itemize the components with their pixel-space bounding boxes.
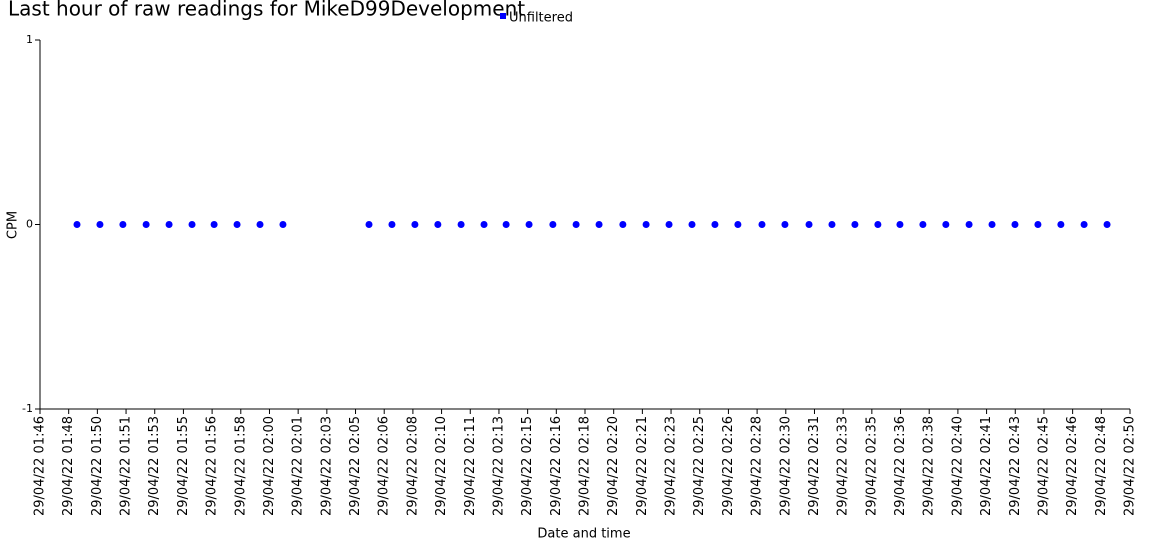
point — [411, 221, 419, 228]
x-tick-label: 29/04/22 02:33 — [836, 416, 851, 516]
point — [502, 221, 510, 228]
point — [434, 221, 442, 228]
point — [896, 221, 904, 228]
x-tick-label: 29/04/22 02:43 — [1008, 416, 1023, 516]
x-tick-label: 29/04/22 02:38 — [922, 416, 937, 516]
point — [828, 221, 836, 228]
point — [619, 221, 627, 228]
point — [525, 221, 533, 228]
x-tick-label: 29/04/22 01:53 — [147, 416, 162, 516]
point — [1057, 221, 1065, 228]
x-tick-label: 29/04/22 02:25 — [692, 416, 707, 516]
point — [210, 221, 218, 228]
x-tick-label: 29/04/22 01:48 — [61, 416, 76, 516]
point — [233, 221, 241, 228]
point — [142, 221, 150, 228]
x-tick-label: 29/04/22 02:36 — [893, 416, 908, 516]
x-tick-label: 29/04/22 02:20 — [606, 416, 621, 516]
x-tick-label: 29/04/22 02:01 — [291, 416, 306, 516]
point — [805, 221, 813, 228]
x-tick-label: 29/04/22 01:50 — [90, 416, 105, 516]
x-tick-label: 29/04/22 02:26 — [721, 416, 736, 516]
point — [457, 221, 465, 228]
point — [874, 221, 882, 228]
point — [919, 221, 927, 228]
x-tick-label: 29/04/22 01:58 — [233, 416, 248, 516]
point — [279, 221, 287, 228]
y-tick-label: -1 — [22, 402, 33, 415]
x-tick-label: 29/04/22 02:30 — [778, 416, 793, 516]
x-tick-label: 29/04/22 02:48 — [1094, 416, 1109, 516]
x-tick-label: 29/04/22 02:10 — [434, 416, 449, 516]
x-tick-label: 29/04/22 02:46 — [1065, 416, 1080, 516]
point — [165, 221, 173, 228]
x-tick-label: 29/04/22 02:50 — [1123, 416, 1138, 516]
point — [642, 221, 650, 228]
x-tick-label: 29/04/22 02:28 — [750, 416, 765, 516]
legend-label: Unfiltered — [509, 11, 573, 26]
x-tick-label: 29/04/22 02:23 — [664, 416, 679, 516]
point — [549, 221, 557, 228]
x-tick-label: 29/04/22 02:21 — [635, 416, 650, 516]
point — [96, 221, 104, 228]
y-axis-label: CPM — [6, 211, 21, 239]
point — [965, 221, 973, 228]
y-tick-label: 1 — [26, 33, 33, 46]
point — [781, 221, 789, 228]
x-tick-label: 29/04/22 01:46 — [33, 416, 48, 516]
point — [188, 221, 196, 228]
x-tick-label: 29/04/22 02:16 — [549, 416, 564, 516]
x-tick-label: 29/04/22 02:31 — [807, 416, 822, 516]
point — [73, 221, 81, 228]
point — [711, 221, 719, 228]
point — [365, 221, 373, 228]
x-tick-label: 29/04/22 02:08 — [405, 416, 420, 516]
x-tick-label: 29/04/22 02:00 — [262, 416, 277, 516]
x-tick-label: 29/04/22 01:55 — [176, 416, 191, 516]
point — [480, 221, 488, 228]
point — [595, 221, 603, 228]
x-tick-label: 29/04/22 02:06 — [377, 416, 392, 516]
x-axis-label: Date and time — [537, 527, 630, 542]
x-tick-label: 29/04/22 02:15 — [520, 416, 535, 516]
x-tick-label: 29/04/22 02:45 — [1036, 416, 1051, 516]
x-tick-label: 29/04/22 01:51 — [119, 416, 134, 516]
point — [734, 221, 742, 228]
point — [665, 221, 673, 228]
point — [1034, 221, 1042, 228]
point — [1080, 221, 1088, 228]
x-tick-label: 29/04/22 02:35 — [864, 416, 879, 516]
point — [572, 221, 580, 228]
point — [758, 221, 766, 228]
x-tick-label: 29/04/22 02:03 — [319, 416, 334, 516]
point — [988, 221, 996, 228]
legend-swatch — [500, 13, 506, 19]
point — [256, 221, 264, 228]
point — [119, 221, 127, 228]
x-tick-label: 29/04/22 02:13 — [491, 416, 506, 516]
x-tick-label: 29/04/22 02:11 — [463, 416, 478, 516]
point — [388, 221, 396, 228]
x-tick-label: 29/04/22 02:40 — [950, 416, 965, 516]
x-tick-label: 29/04/22 01:56 — [205, 416, 220, 516]
x-tick-label: 29/04/22 02:18 — [578, 416, 593, 516]
x-tick-label: 29/04/22 02:05 — [348, 416, 363, 516]
chart-title: Last hour of raw readings for MikeD99Dev… — [8, 0, 525, 21]
point — [1103, 221, 1111, 228]
y-tick-label: 0 — [26, 218, 33, 231]
x-tick-label: 29/04/22 02:41 — [979, 416, 994, 516]
point — [688, 221, 696, 228]
point — [1011, 221, 1019, 228]
point — [851, 221, 859, 228]
point — [942, 221, 950, 228]
